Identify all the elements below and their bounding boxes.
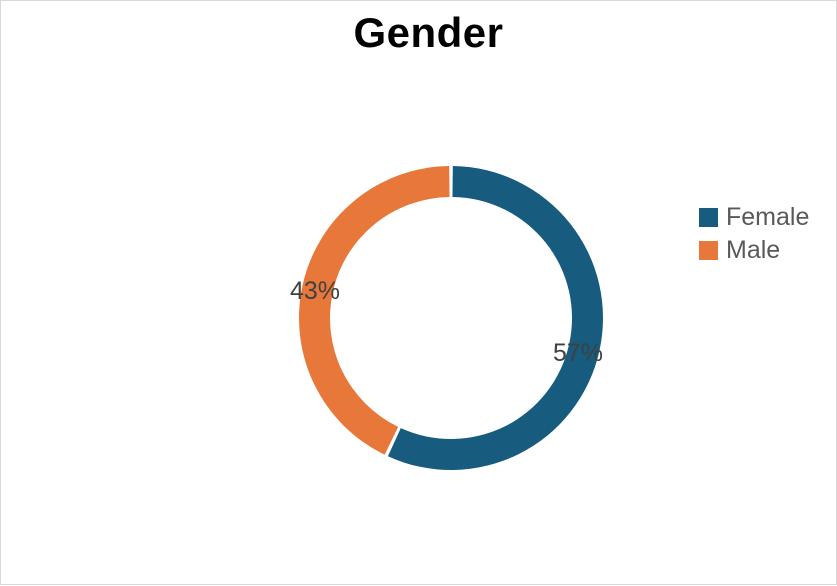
- donut-slice-male: [299, 166, 450, 455]
- legend-swatch-female: [699, 208, 718, 227]
- data-label-female: 57%: [553, 339, 603, 367]
- legend-label-male: Male: [726, 236, 781, 264]
- data-label-male: 43%: [290, 277, 340, 305]
- donut-slice-female: [387, 166, 603, 471]
- chart-title: Gender: [353, 9, 504, 56]
- legend-swatch-male: [699, 241, 718, 260]
- legend-label-female: Female: [726, 203, 810, 231]
- legend-item-female: Female: [699, 201, 809, 234]
- legend-item-male: Male: [699, 234, 809, 267]
- legend: Female Male: [699, 201, 809, 267]
